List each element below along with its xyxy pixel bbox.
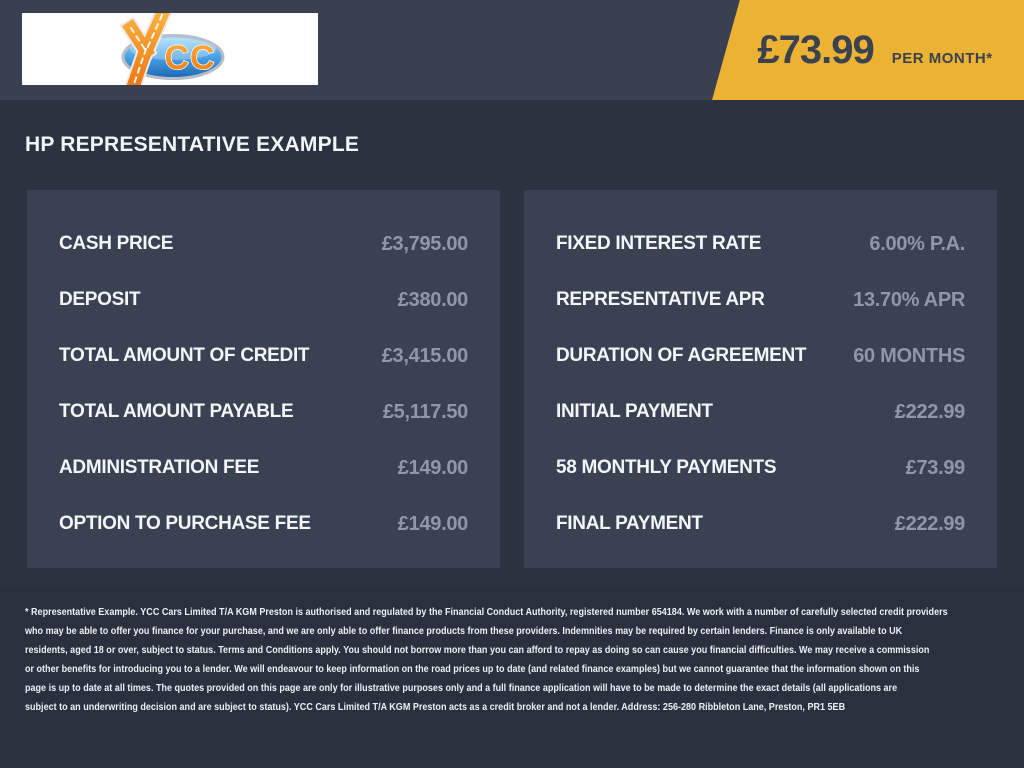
finance-row: ADMINISTRATION FEE £149.00 bbox=[59, 440, 468, 496]
finance-row: FINAL PAYMENT £222.99 bbox=[556, 496, 965, 552]
finance-row-value: £3,415.00 bbox=[381, 344, 469, 367]
finance-row-label: TOTAL AMOUNT OF CREDIT bbox=[59, 345, 310, 366]
finance-row-label: CASH PRICE bbox=[59, 233, 174, 254]
finance-row-label: 58 MONTHLY PAYMENTS bbox=[556, 457, 777, 478]
finance-row: 58 MONTHLY PAYMENTS £73.99 bbox=[556, 440, 965, 496]
finance-row: TOTAL AMOUNT OF CREDIT £3,415.00 bbox=[59, 328, 468, 384]
disclaimer-line: or other benefits for introducing you to… bbox=[25, 663, 920, 675]
finance-row-value: £222.99 bbox=[894, 512, 966, 535]
disclaimer-line: * Representative Example. YCC Cars Limit… bbox=[25, 606, 948, 618]
disclaimer-footer: * Representative Example. YCC Cars Limit… bbox=[0, 588, 1024, 768]
page-title: HP REPRESENTATIVE EXAMPLE bbox=[25, 133, 360, 156]
header-band: CC £73.99 PER MONTH* bbox=[0, 0, 1024, 100]
finance-row-label: FINAL PAYMENT bbox=[556, 513, 703, 534]
finance-row-value: £3,795.00 bbox=[381, 232, 469, 255]
finance-row-value: £73.99 bbox=[905, 456, 966, 479]
finance-panel-left: CASH PRICE £3,795.00 DEPOSIT £380.00 TOT… bbox=[27, 190, 500, 568]
finance-row-label: OPTION TO PURCHASE FEE bbox=[59, 513, 311, 534]
finance-row: FIXED INTEREST RATE 6.00% P.A. bbox=[556, 216, 965, 272]
monthly-price-period: PER MONTH* bbox=[891, 50, 993, 67]
disclaimer-line: subject to an underwriting decision and … bbox=[25, 701, 846, 713]
disclaimer-text: * Representative Example. YCC Cars Limit… bbox=[25, 603, 1023, 717]
finance-row-value: £149.00 bbox=[397, 512, 469, 535]
logo-cc-text: CC bbox=[164, 39, 215, 77]
finance-row: CASH PRICE £3,795.00 bbox=[59, 216, 468, 272]
finance-row: DEPOSIT £380.00 bbox=[59, 272, 468, 328]
finance-row: TOTAL AMOUNT PAYABLE £5,117.50 bbox=[59, 384, 468, 440]
finance-row-label: ADMINISTRATION FEE bbox=[59, 457, 260, 478]
monthly-price-amount: £73.99 bbox=[757, 28, 874, 72]
finance-example-section: HP REPRESENTATIVE EXAMPLE CASH PRICE £3,… bbox=[0, 100, 1024, 588]
finance-row: INITIAL PAYMENT £222.99 bbox=[556, 384, 965, 440]
finance-row-value: £149.00 bbox=[397, 456, 469, 479]
monthly-price-banner: £73.99 PER MONTH* bbox=[711, 0, 1024, 100]
finance-row-label: REPRESENTATIVE APR bbox=[556, 289, 765, 310]
finance-row-value: 6.00% P.A. bbox=[869, 232, 965, 255]
finance-row-value: 13.70% APR bbox=[853, 288, 965, 311]
finance-row-value: £380.00 bbox=[397, 288, 469, 311]
finance-row-label: FIXED INTEREST RATE bbox=[556, 233, 762, 254]
finance-row-label: DEPOSIT bbox=[59, 289, 141, 310]
finance-row-label: INITIAL PAYMENT bbox=[556, 401, 713, 422]
finance-row: DURATION OF AGREEMENT 60 MONTHS bbox=[556, 328, 965, 384]
finance-row-value: £5,117.50 bbox=[382, 400, 468, 423]
finance-panel-right: FIXED INTEREST RATE 6.00% P.A. REPRESENT… bbox=[524, 190, 997, 568]
ycc-logo-icon: CC bbox=[119, 13, 225, 85]
finance-row: REPRESENTATIVE APR 13.70% APR bbox=[556, 272, 965, 328]
finance-row-label: DURATION OF AGREEMENT bbox=[556, 345, 807, 366]
finance-row-label: TOTAL AMOUNT PAYABLE bbox=[59, 401, 294, 422]
finance-row: OPTION TO PURCHASE FEE £149.00 bbox=[59, 496, 468, 552]
dealer-logo-box: CC bbox=[22, 13, 318, 85]
disclaimer-line: who may be able to offer you finance for… bbox=[25, 625, 903, 637]
finance-row-value: £222.99 bbox=[894, 400, 966, 423]
disclaimer-line: residents, aged 18 or over, subject to s… bbox=[25, 644, 930, 656]
finance-row-value: 60 MONTHS bbox=[853, 344, 965, 367]
disclaimer-line: page is up to date at all times. The quo… bbox=[25, 682, 898, 694]
